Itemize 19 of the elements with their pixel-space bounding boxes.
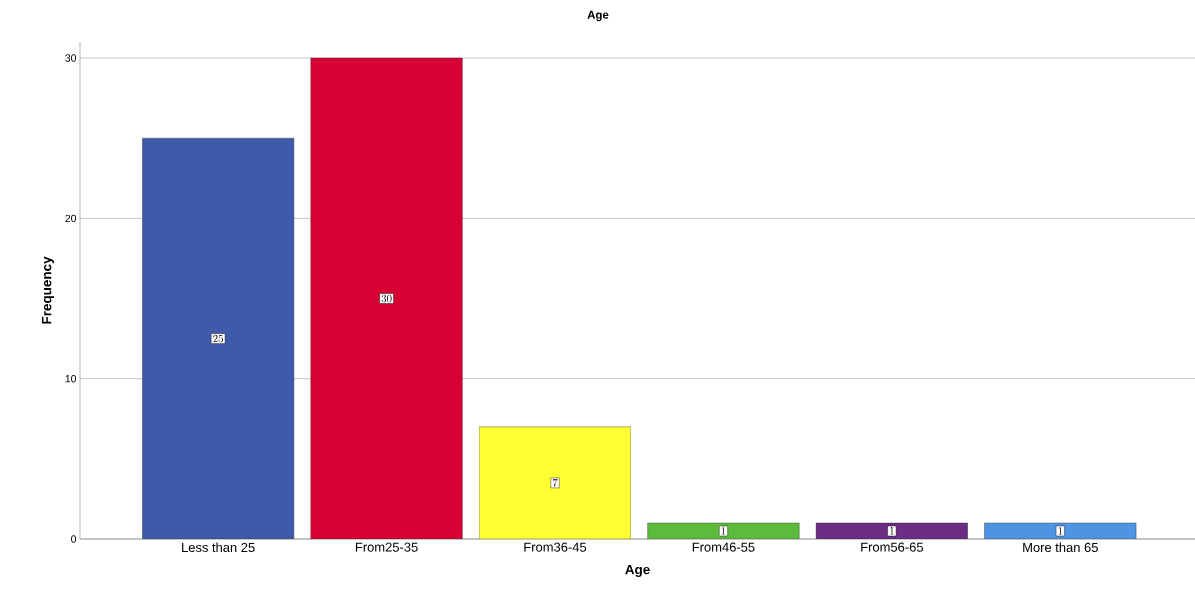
data-label: 7 (552, 479, 558, 487)
x-tick-label: From25-35 (355, 542, 418, 552)
y-tick-label: 20 (65, 214, 77, 223)
data-label: 1 (890, 527, 894, 535)
chart-title: Age (587, 10, 609, 22)
data-label: 25 (213, 334, 224, 343)
data-label: 1 (1058, 527, 1063, 535)
x-tick-label: From46-55 (692, 542, 755, 552)
y-tick-label: 30 (65, 54, 77, 62)
data-label: 30 (381, 294, 392, 303)
x-tick-label: From56-65 (861, 542, 923, 552)
data-label: 1 (721, 527, 726, 535)
x-tick-label: Less than 25 (182, 542, 255, 553)
x-tick-label: From36-45 (524, 542, 587, 552)
x-axis-title: Age (625, 564, 650, 577)
y-tick-label: 0 (71, 535, 77, 543)
y-tick-label: 10 (65, 374, 77, 383)
y-axis-title: Frequency (41, 256, 55, 324)
x-tick-label: More than 65 (1023, 542, 1098, 553)
